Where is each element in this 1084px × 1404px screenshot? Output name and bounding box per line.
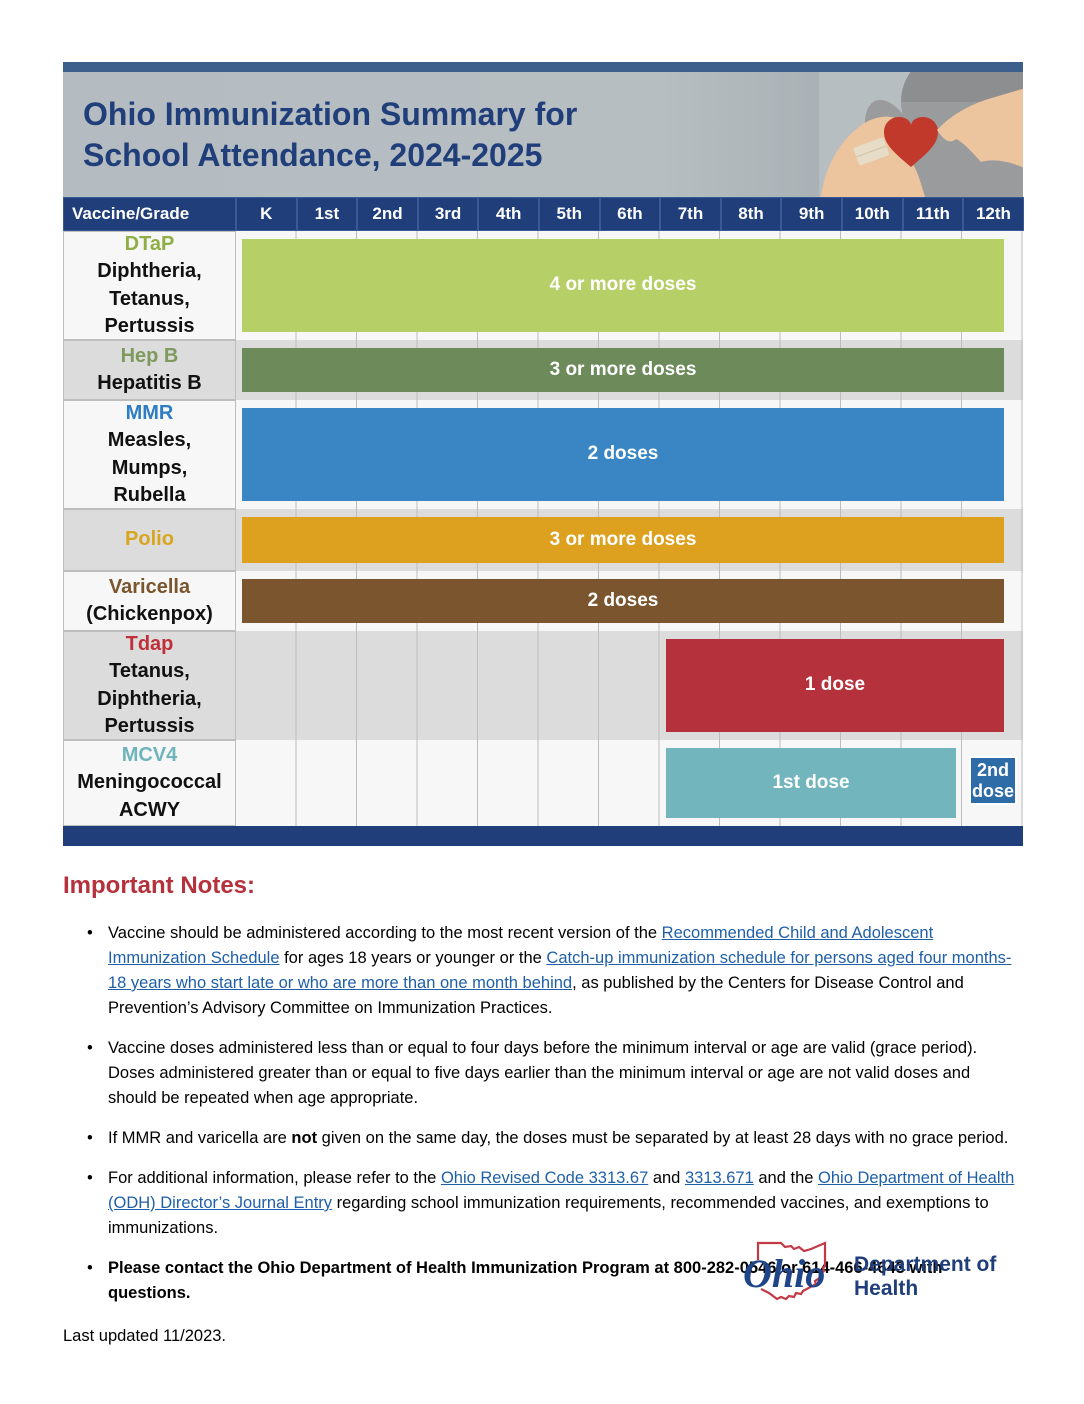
svg-text:Health: Health	[854, 1277, 918, 1300]
svg-text:Department of: Department of	[854, 1253, 997, 1276]
svg-text:Ohio: Ohio	[743, 1251, 825, 1296]
